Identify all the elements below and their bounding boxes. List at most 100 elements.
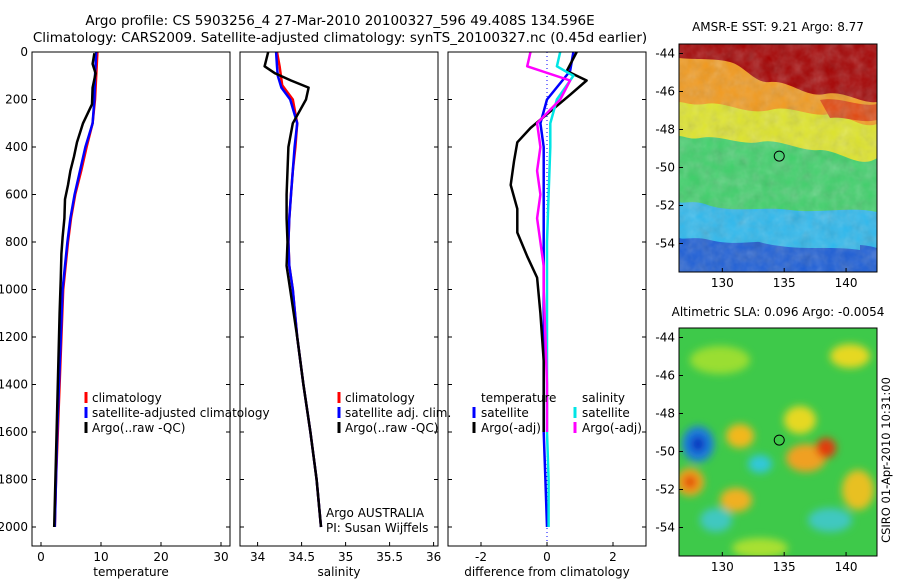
x-axis-label: salinity <box>317 565 360 579</box>
credit-label: CSIRO 01-Apr-2010 10:31:00 <box>879 377 893 543</box>
legend-satellite-label: satellite adj. clim. <box>345 406 451 420</box>
y-tick-label: 400 <box>5 140 28 154</box>
sla-anomaly <box>748 455 772 473</box>
sst-map-axes: 130 135 140 -44 -46 -48 -50 -52 -54 <box>655 47 857 291</box>
legend-sal-satellite-label: satellite <box>582 406 630 420</box>
map-y-tick-label: -54 <box>655 237 675 251</box>
map-y-tick-label: -52 <box>655 483 675 497</box>
difference-legend: temperature satellite Argo(-adj) salinit… <box>472 391 642 435</box>
sst-texture <box>679 44 877 272</box>
legend-climatology-label: climatology <box>345 391 415 405</box>
sla-map-title: Altimetric SLA: 0.096 Argo: -0.0054 <box>672 305 885 319</box>
y-tick-label: 1800 <box>0 473 28 487</box>
map-y-tick-label: -54 <box>655 521 675 535</box>
institution-label: Argo AUSTRALIA <box>326 506 425 520</box>
y-tick-label: 600 <box>5 188 28 202</box>
sst-map-title: AMSR-E SST: 9.21 Argo: 8.77 <box>692 20 864 34</box>
map-y-tick-label: -48 <box>655 123 675 137</box>
sla-anomaly <box>784 406 816 434</box>
series-salinity-argo-adj <box>525 51 572 432</box>
map-y-tick-label: -46 <box>655 369 675 383</box>
y-tick-label: 1200 <box>0 330 28 344</box>
y-tick-label: 1600 <box>0 425 28 439</box>
argo-location-marker <box>773 150 785 162</box>
legend-argo-label: Argo(..raw -QC) <box>345 421 438 435</box>
x-tick-label: 10 <box>93 550 108 564</box>
sla-anomaly <box>830 344 870 368</box>
series-salinity-satellite <box>545 51 575 527</box>
y-tick-label: 0 <box>20 45 28 59</box>
x-tick-label: 0 <box>543 550 551 564</box>
map-y-tick-label: -52 <box>655 199 675 213</box>
y-tick-label: 200 <box>5 93 28 107</box>
salinity-legend: climatology satellite adj. clim. Argo(..… <box>337 391 451 435</box>
y-tick-label: 1000 <box>0 283 28 297</box>
legend-satellite-label: satellite-adjusted climatology <box>92 406 270 420</box>
x-tick-label: 35 <box>338 550 353 564</box>
legend-argo-label: Argo(..raw -QC) <box>92 421 185 435</box>
map-x-tick-label: 130 <box>711 276 734 290</box>
x-tick-label: 30 <box>213 550 228 564</box>
sla-anomaly <box>691 436 705 452</box>
map-x-tick-label: 135 <box>773 276 796 290</box>
legend-temp-argo-label: Argo(-adj) <box>481 421 541 435</box>
map-y-tick-label: -44 <box>655 47 675 61</box>
y-tick-label: 2000 <box>0 520 28 534</box>
x-tick-label: 2 <box>609 550 617 564</box>
sla-anomaly <box>690 346 750 374</box>
map-y-tick-label: -50 <box>655 161 675 175</box>
sla-anomaly <box>786 444 826 472</box>
x-tick-label: 36 <box>426 550 441 564</box>
series-argo-raw-qc <box>263 51 323 528</box>
y-tick-label: 1400 <box>0 378 28 392</box>
x-tick-label: -2 <box>475 550 487 564</box>
x-tick-label: 35.5 <box>376 550 403 564</box>
sla-anomaly <box>700 508 732 532</box>
sla-map: Altimetric SLA: 0.096 Argo: -0.0054 <box>655 305 884 574</box>
sst-map: AMSR-E SST: 9.21 Argo: 8.77 130 135 140 -44… <box>655 20 878 291</box>
temperature-panel: 0 10 20 30 temperature 0 200 400 600 800 1000 1200 1… <box>0 45 231 579</box>
series-temperature-argo-adj <box>509 51 588 432</box>
sla-anomaly <box>720 488 752 512</box>
salinity-panel: 34 34.5 35 35.5 36 salinity <box>239 51 441 579</box>
map-y-tick-label: -46 <box>655 85 675 99</box>
sla-anomaly <box>726 424 754 448</box>
legend-temp-satellite-label: satellite <box>481 406 529 420</box>
series-temperature-satellite <box>539 51 575 528</box>
argo-location-marker <box>773 434 785 446</box>
x-tick-label: 20 <box>153 550 168 564</box>
sla-anomaly <box>842 470 874 510</box>
plot-frame <box>31 51 231 547</box>
x-tick-label: 34.5 <box>288 550 315 564</box>
pi-label: PI: Susan Wijffels <box>326 521 428 535</box>
map-y-tick-label: -50 <box>655 445 675 459</box>
temperature-legend: climatology satellite-adjusted climatolo… <box>84 391 270 435</box>
x-tick-label: 34 <box>250 550 265 564</box>
header-title-line1: Argo profile: CS 5903256_4 27-Mar-2010 2… <box>85 13 594 29</box>
plot-frame <box>239 51 439 547</box>
map-x-tick-label: 140 <box>835 276 858 290</box>
legend-temperature-title: temperature <box>481 391 556 405</box>
series-argo-raw-qc <box>52 52 97 528</box>
legend-climatology-label: climatology <box>92 391 162 405</box>
map-x-tick-label: 135 <box>773 560 796 574</box>
sst-map-frame <box>678 43 878 273</box>
header-title-line2: Climatology: CARS2009. Satellite-adjuste… <box>33 30 647 46</box>
x-tick-label: 0 <box>37 550 45 564</box>
legend-salinity-title: salinity <box>582 391 625 405</box>
sla-map-axes: 130 135 140 -44 -46 -48 -50 -52 -54 <box>655 331 857 575</box>
sla-anomaly <box>732 538 788 556</box>
x-axis-label: difference from climatology <box>464 565 630 579</box>
y-tick-label: 800 <box>5 235 28 249</box>
map-y-tick-label: -44 <box>655 331 675 345</box>
map-y-tick-label: -48 <box>655 407 675 421</box>
legend-sal-argo-label: Argo(-adj) <box>582 421 642 435</box>
map-x-tick-label: 130 <box>711 560 734 574</box>
sla-map-frame <box>678 327 878 557</box>
sla-anomaly <box>808 508 852 532</box>
x-axis-label: temperature <box>93 565 168 579</box>
sla-anomaly <box>683 475 697 489</box>
map-x-tick-label: 140 <box>835 560 858 574</box>
